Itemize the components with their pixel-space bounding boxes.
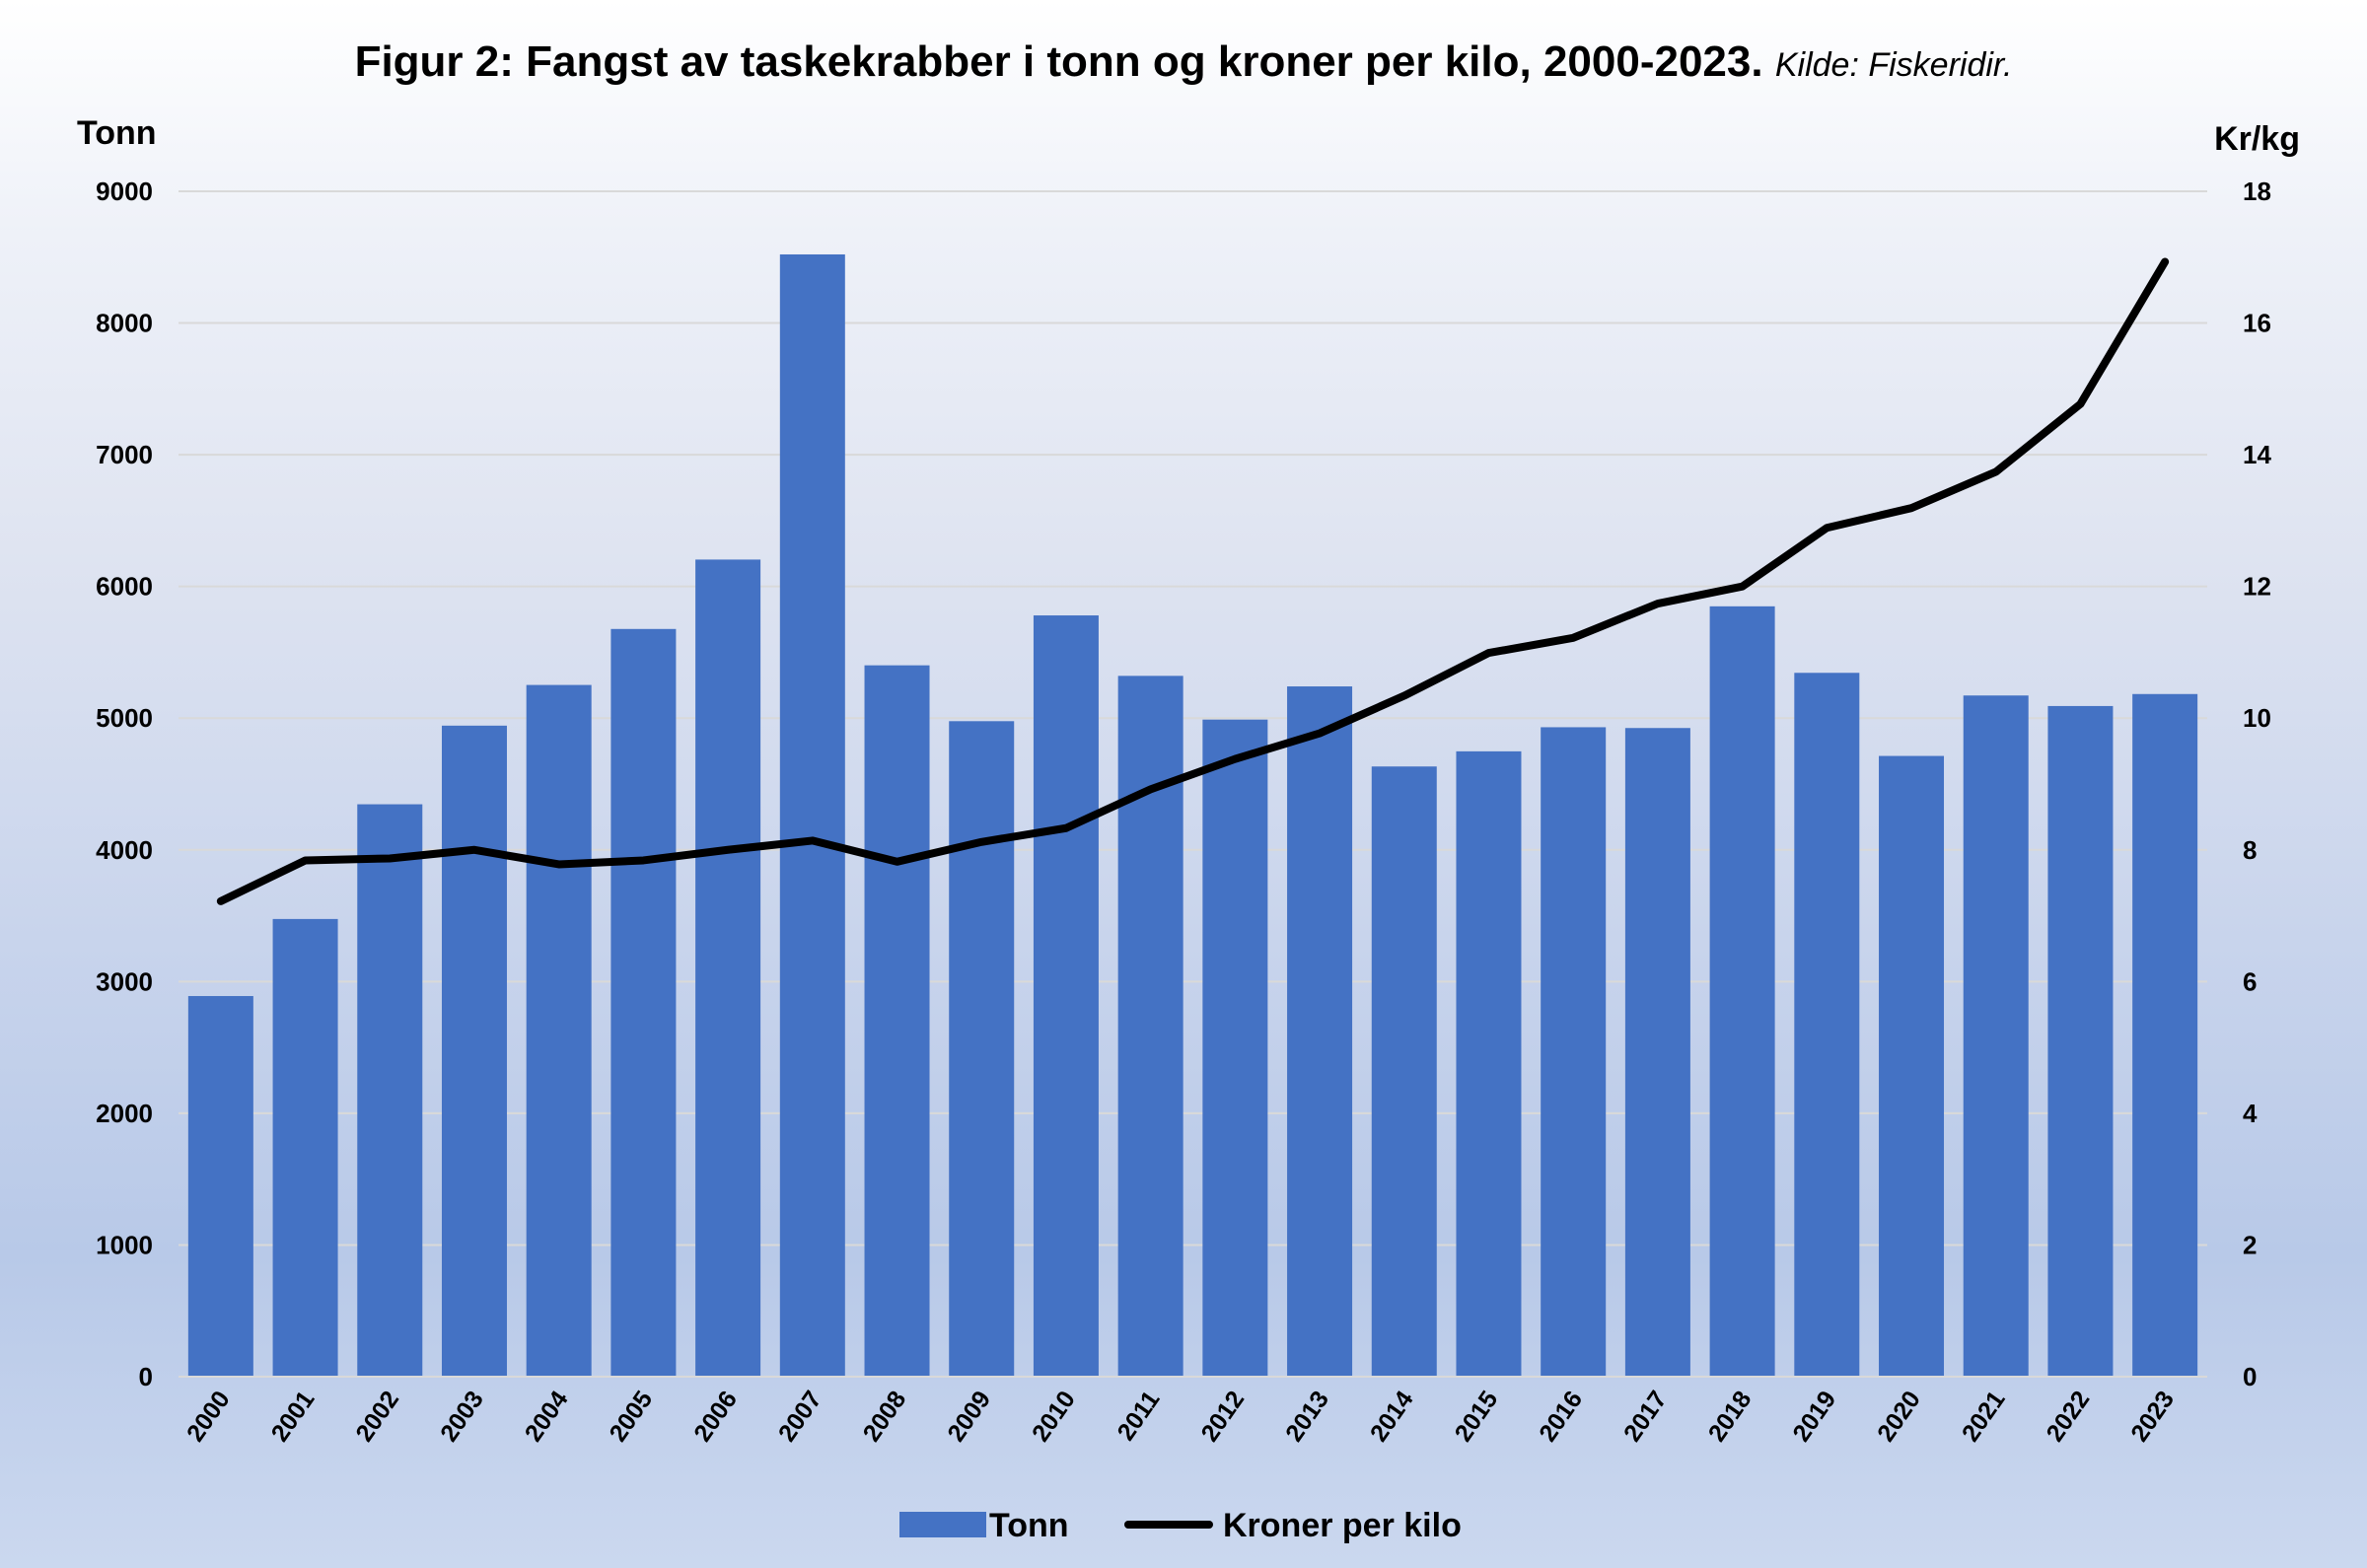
- x-tick: 2012: [1195, 1386, 1250, 1447]
- x-tick: 2017: [1618, 1386, 1673, 1447]
- x-tick: 2008: [858, 1386, 912, 1447]
- bar-2022: [2047, 705, 2114, 1377]
- x-tick: 2022: [2042, 1386, 2096, 1447]
- bar-2003: [441, 725, 507, 1377]
- bar-2000: [187, 996, 253, 1377]
- bar-2020: [1879, 755, 1945, 1377]
- y-tick-right: 0: [2243, 1362, 2257, 1391]
- bar-2012: [1202, 719, 1268, 1377]
- x-tick: 2023: [2125, 1386, 2180, 1447]
- y-tick-left: 4000: [96, 835, 153, 865]
- y-tick-left: 8000: [96, 309, 153, 338]
- bar-2006: [695, 559, 761, 1377]
- chart-title: Figur 2: Fangst av taskekrabber i tonn o…: [0, 37, 2367, 87]
- title-text: Figur 2: Fangst av taskekrabber i tonn o…: [354, 37, 1763, 86]
- bar-2014: [1371, 766, 1437, 1377]
- bar-2004: [526, 684, 592, 1377]
- x-tick: 2001: [266, 1386, 321, 1447]
- bar-2010: [1033, 615, 1099, 1377]
- y-tick-left: 1000: [96, 1230, 153, 1259]
- x-tick: 2021: [1957, 1386, 2011, 1447]
- bar-2016: [1541, 727, 1607, 1377]
- y-tick-left: 3000: [96, 966, 153, 996]
- x-tick: 2007: [773, 1386, 827, 1447]
- bar-2005: [610, 628, 677, 1377]
- line-kroner-per-kilo: [216, 257, 2170, 905]
- x-tick: 2013: [1280, 1386, 1334, 1447]
- legend-swatch-tonn: [899, 1512, 986, 1537]
- x-tick: 2003: [435, 1386, 489, 1447]
- y-axis-label-left: Tonn: [77, 114, 157, 152]
- y-tick-right: 8: [2243, 835, 2257, 865]
- y-tick-right: 2: [2243, 1230, 2257, 1259]
- x-tick: 2000: [181, 1386, 236, 1447]
- bar-2018: [1709, 606, 1775, 1377]
- bar-2008: [864, 665, 930, 1377]
- bar-2021: [1963, 695, 2029, 1377]
- y-tick-right: 16: [2243, 309, 2271, 338]
- x-tick: 2002: [350, 1386, 404, 1447]
- x-tick: 2016: [1534, 1386, 1588, 1447]
- y-tick-left: 5000: [96, 703, 153, 733]
- bar-2002: [357, 804, 423, 1377]
- x-tick: 2018: [1703, 1386, 1757, 1447]
- bar-2015: [1456, 750, 1522, 1377]
- y-tick-right: 14: [2243, 440, 2271, 469]
- x-tick: 2015: [1450, 1386, 1504, 1447]
- bar-2009: [949, 721, 1015, 1377]
- y-tick-right: 4: [2243, 1099, 2258, 1128]
- y-tick-left: 9000: [96, 177, 153, 206]
- x-tick: 2006: [688, 1386, 743, 1447]
- legend-label-kroner: Kroner per kilo: [1223, 1507, 1462, 1544]
- bar-2007: [779, 253, 845, 1377]
- bar-2023: [2132, 693, 2198, 1377]
- x-tick: 2004: [520, 1386, 574, 1447]
- x-tick: 2010: [1027, 1386, 1081, 1447]
- legend-label-tonn: Tonn: [989, 1507, 1069, 1544]
- x-tick: 2009: [942, 1386, 996, 1447]
- source-note: Kilde: Fiskeridir.: [1774, 46, 2013, 84]
- x-tick: 2020: [1872, 1386, 1926, 1447]
- y-tick-right: 6: [2243, 966, 2257, 996]
- y-axis-label-right: Kr/kg: [2214, 120, 2300, 158]
- bar-2013: [1287, 686, 1353, 1377]
- y-tick-right: 10: [2243, 703, 2271, 733]
- bar-2001: [272, 918, 338, 1377]
- y-tick-right: 12: [2243, 572, 2271, 602]
- x-tick: 2005: [604, 1386, 658, 1447]
- y-tick-left: 0: [139, 1362, 153, 1391]
- y-tick-left: 6000: [96, 572, 153, 602]
- bar-2019: [1794, 673, 1860, 1377]
- bar-2017: [1624, 728, 1690, 1377]
- x-tick: 2011: [1112, 1386, 1166, 1446]
- y-tick-left: 2000: [96, 1099, 153, 1128]
- x-tick: 2014: [1365, 1386, 1419, 1447]
- y-tick-right: 18: [2243, 177, 2271, 206]
- y-tick-left: 7000: [96, 440, 153, 469]
- x-tick: 2019: [1787, 1386, 1841, 1447]
